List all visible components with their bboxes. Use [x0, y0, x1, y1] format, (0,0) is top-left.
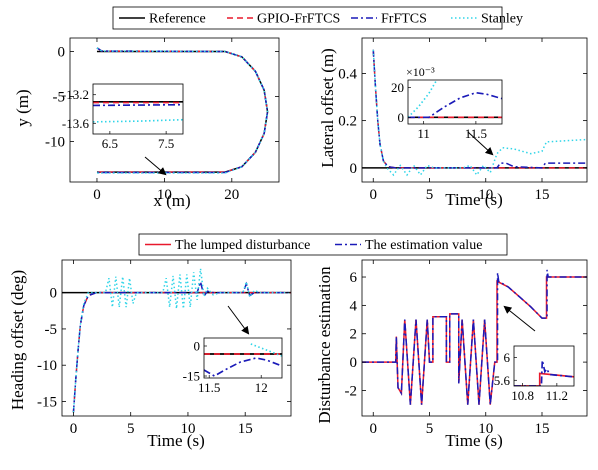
inset-x-tick-label: 10.8	[511, 388, 534, 403]
plot-frame	[61, 259, 292, 417]
y-tick-label: 0	[58, 45, 66, 61]
x-tick-label: 5	[426, 187, 434, 203]
y-tick-label: 6	[350, 270, 358, 286]
chart-disturbance: 0 5 10 15 -2 0 2 4 6 Time (s) Disturbance estimati…	[315, 259, 588, 450]
series-line	[362, 269, 587, 405]
plot-frame	[69, 37, 280, 183]
x-axis-label: Time (s)	[445, 431, 502, 450]
x-tick-label: 20	[224, 187, 239, 203]
inset-exponent: ×10⁻³	[406, 65, 435, 79]
inset-y-tick-label: 0	[398, 110, 405, 125]
x-tick-label: 0	[70, 421, 78, 437]
y-axis-label: y (m)	[13, 89, 32, 126]
inset-arrow-disturbance	[503, 305, 536, 332]
x-tick-label: 0	[370, 187, 378, 203]
inset-x-tick-label: 11.5	[198, 380, 220, 395]
legend-label: The estimation value	[365, 238, 482, 253]
legend-top: Reference GPIO-FrFTCS FrFTCS Stanley	[112, 6, 523, 30]
x-tick-label: 10	[478, 187, 493, 203]
inset-lateral: 11 11.5 0 20×10⁻³	[391, 65, 503, 141]
inset-y-tick-label: -13.6	[62, 116, 90, 131]
y-axis-label: Heading offset (deg)	[8, 270, 27, 410]
series-line	[514, 360, 574, 386]
series-line	[93, 118, 183, 123]
y-tick-label: -15	[37, 394, 57, 410]
y-axis-label: Disturbance estimation	[315, 266, 334, 424]
series-line	[93, 103, 183, 107]
chart-heading: 0 5 10 15 0 -5 -10 -15 Time (s) Heading offset (d…	[8, 259, 292, 450]
legend-bottom: The lumped disturbance The estimation val…	[138, 233, 508, 256]
x-tick-label: 10	[180, 421, 195, 437]
inset-y-tick-label: 20	[391, 80, 404, 95]
x-tick-label: 5	[426, 421, 434, 437]
x-axis-label: x (m)	[153, 191, 190, 210]
y-tick-label: -2	[345, 383, 358, 399]
y-tick-label: -10	[37, 358, 57, 374]
x-tick-label: 15	[535, 421, 550, 437]
x-tick-label: 15	[535, 187, 550, 203]
inset-frame	[513, 345, 575, 387]
y-tick-label: 0	[50, 286, 58, 302]
series-line	[204, 357, 282, 377]
series-line	[372, 49, 587, 169]
inset-disturbance: 10.8 11.2 6 5.6	[494, 345, 575, 403]
legend-label: FrFTCS	[381, 12, 427, 27]
inset-x-tick-label: 6.5	[102, 136, 118, 151]
x-tick-label: 15	[238, 421, 253, 437]
inset-x-tick-label: 7.5	[158, 136, 174, 151]
y-tick-label: 0	[350, 355, 358, 371]
charts: 0 10 200-5-10x (m)y (m)6.5 7.5-13.2-13.60 5 1…	[8, 37, 588, 450]
y-tick-label: 4	[350, 298, 358, 314]
inset-x-tick-label: 11	[417, 126, 430, 141]
inset-x-tick-label: 11.2	[546, 388, 568, 403]
y-tick-label: 0.2	[338, 114, 357, 130]
inset-y-tick-label: 5.6	[494, 373, 511, 388]
legend-label: GPIO-FrFTCS	[257, 12, 340, 27]
legend-box	[138, 233, 508, 256]
y-tick-label: -5	[53, 90, 66, 106]
plot-frame	[361, 259, 588, 417]
chart-lateral: 0 5 10 15 0 0.2 0.4 Time (s) Lateral offset (m) 1…	[318, 37, 588, 209]
chart-trajectory: 0 10 20 0 -5 -10 x (m) y (m) 6.5 7.5 -13.2 -13.6	[13, 37, 280, 210]
inset-arrow-lateral	[467, 131, 494, 156]
x-tick-label: 10	[157, 187, 172, 203]
legend-label: Stanley	[481, 12, 523, 27]
x-tick-label: 5	[127, 421, 135, 437]
series-line	[96, 47, 269, 174]
y-tick-label: 2	[350, 327, 358, 343]
x-tick-label: 0	[370, 421, 378, 437]
x-tick-label: 0	[93, 187, 101, 203]
inset-frame	[407, 79, 503, 125]
plot-frame	[361, 37, 588, 183]
series-line	[72, 268, 291, 413]
inset-trajectory: 6.5 7.5 -13.2 -13.6	[62, 83, 184, 151]
series-line	[408, 91, 502, 119]
inset-frame	[92, 83, 184, 135]
inset-x-tick-label: 11.5	[465, 126, 487, 141]
inset-arrows	[144, 131, 536, 335]
inset-arrow-heading	[227, 305, 250, 335]
y-tick-label: -5	[45, 322, 58, 338]
series-line	[250, 343, 282, 357]
inset-arrow-trajectory	[144, 156, 167, 176]
y-tick-label: -10	[45, 135, 65, 151]
y-axis-label: Lateral offset (m)	[318, 48, 337, 168]
legend-box	[112, 6, 503, 30]
legend-label: The lumped disturbance	[175, 238, 310, 253]
x-axis-label: Time (s)	[147, 431, 204, 450]
inset-y-tick-label: -15	[183, 369, 200, 384]
x-tick-label: 10	[478, 421, 493, 437]
inset-heading: 11.5 12 0 -15	[183, 337, 283, 395]
inset-y-tick-label: -13.2	[62, 87, 89, 102]
series-line	[72, 278, 291, 413]
y-tick-label: 0	[350, 161, 358, 177]
y-tick-label: 0.4	[338, 66, 357, 82]
inset-x-tick-label: 12	[255, 380, 268, 395]
inset-y-tick-label: 6	[504, 350, 511, 365]
legend-label: Reference	[149, 12, 206, 27]
inset-y-tick-label: 0	[194, 339, 201, 354]
x-axis-label: Time (s)	[445, 190, 502, 209]
inset-frame	[203, 337, 283, 379]
